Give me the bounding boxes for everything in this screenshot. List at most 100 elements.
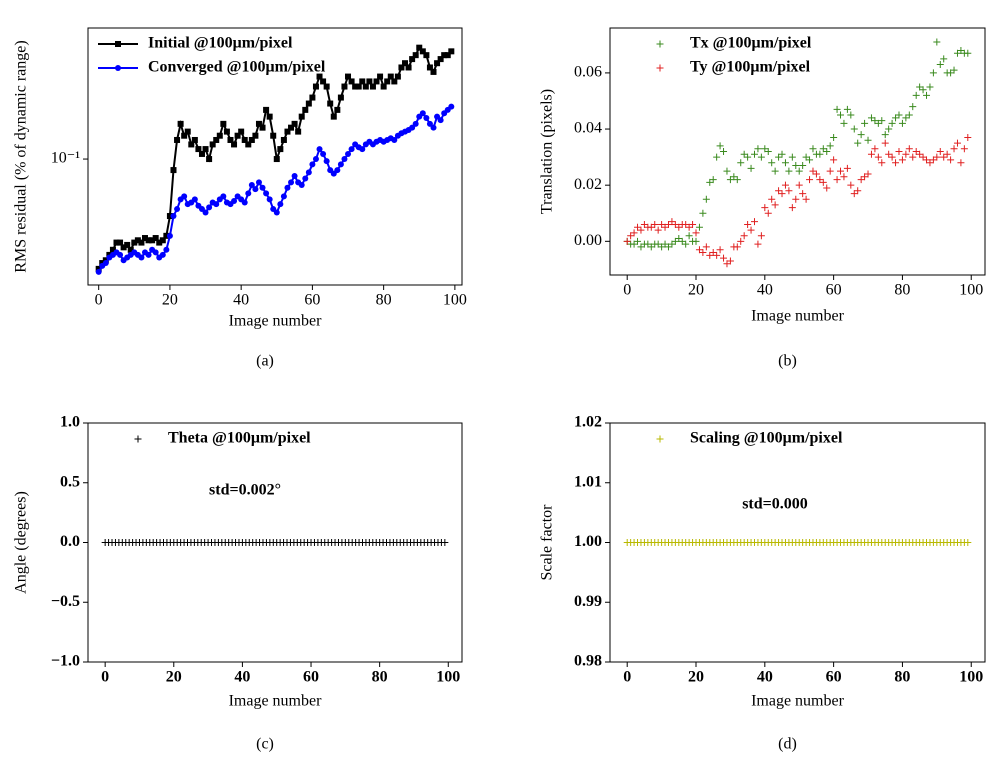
marker <box>785 187 793 195</box>
marker <box>369 83 376 90</box>
x-tick-label: 40 <box>757 669 773 686</box>
marker <box>740 232 748 240</box>
marker <box>284 184 291 191</box>
marker <box>726 257 734 265</box>
marker <box>273 209 280 216</box>
plot-frame <box>87 27 463 286</box>
marker <box>334 167 341 174</box>
marker <box>630 229 638 237</box>
marker <box>348 146 355 153</box>
marker <box>152 235 159 242</box>
marker <box>188 141 195 148</box>
marker <box>885 125 893 133</box>
marker <box>330 113 337 120</box>
marker <box>426 64 433 71</box>
marker <box>434 60 441 67</box>
marker <box>809 145 817 153</box>
marker <box>709 176 717 184</box>
marker <box>259 184 266 191</box>
marker <box>792 195 800 203</box>
x-tick-label: 0 <box>623 282 631 299</box>
plot-frame <box>609 27 986 276</box>
marker <box>685 232 693 240</box>
marker <box>936 148 944 155</box>
marker <box>337 94 344 101</box>
marker <box>778 190 786 198</box>
marker <box>768 159 776 167</box>
marker <box>747 164 755 172</box>
marker <box>953 139 961 147</box>
marker <box>960 145 968 153</box>
marker <box>266 196 273 203</box>
marker <box>799 190 807 198</box>
y-tick-label: 0.5 <box>60 473 80 490</box>
marker <box>757 232 765 240</box>
marker <box>964 133 972 141</box>
marker <box>316 73 323 80</box>
marker <box>387 73 394 80</box>
marker <box>124 241 131 248</box>
x-axis-label: Image number <box>229 313 323 330</box>
marker <box>195 146 202 153</box>
marker <box>145 251 152 258</box>
marker <box>341 83 348 90</box>
marker <box>231 197 238 204</box>
marker <box>448 103 455 110</box>
x-tick-label: 80 <box>376 292 392 309</box>
caption: (a) <box>256 353 274 370</box>
marker <box>733 176 741 184</box>
marker <box>950 145 958 153</box>
legend-label: Theta @100μm/pixel <box>168 430 311 447</box>
marker <box>819 178 827 186</box>
marker <box>419 110 426 117</box>
marker <box>623 237 631 245</box>
legend-label: Scaling @100μm/pixel <box>690 430 843 447</box>
marker <box>802 195 810 203</box>
marker <box>409 124 416 131</box>
marker <box>426 120 433 127</box>
annotation: std=0.002° <box>209 482 281 499</box>
marker <box>412 52 419 59</box>
marker <box>785 167 793 175</box>
x-tick-label: 40 <box>757 282 773 299</box>
marker <box>923 91 931 99</box>
x-tick-label: 100 <box>436 669 460 686</box>
marker <box>263 190 270 197</box>
x-tick-label: 0 <box>95 292 103 309</box>
marker <box>359 146 366 153</box>
marker <box>312 83 319 90</box>
marker <box>323 158 330 165</box>
marker <box>259 124 266 131</box>
marker <box>867 150 875 158</box>
marker <box>423 52 430 59</box>
marker <box>163 232 170 239</box>
marker <box>764 209 772 217</box>
marker <box>419 48 426 55</box>
marker <box>255 120 262 127</box>
marker <box>861 119 869 127</box>
marker <box>270 132 277 139</box>
legend-label: Initial @100μm/pixel <box>148 35 293 52</box>
marker <box>747 226 755 234</box>
y-axis-label: Translation (pixels) <box>539 89 556 214</box>
marker <box>145 237 152 244</box>
marker <box>138 254 145 261</box>
marker <box>305 100 312 107</box>
marker <box>909 153 917 161</box>
marker <box>843 164 851 172</box>
marker <box>355 83 362 90</box>
marker <box>733 243 741 251</box>
marker <box>692 229 700 237</box>
marker <box>373 78 380 85</box>
marker <box>713 251 721 259</box>
marker <box>284 128 291 135</box>
marker <box>919 86 927 94</box>
marker <box>754 240 762 248</box>
marker <box>166 232 173 239</box>
marker <box>654 226 662 234</box>
marker <box>391 136 398 143</box>
marker <box>102 260 109 267</box>
marker <box>238 128 245 135</box>
marker <box>423 115 430 122</box>
marker <box>888 153 896 161</box>
